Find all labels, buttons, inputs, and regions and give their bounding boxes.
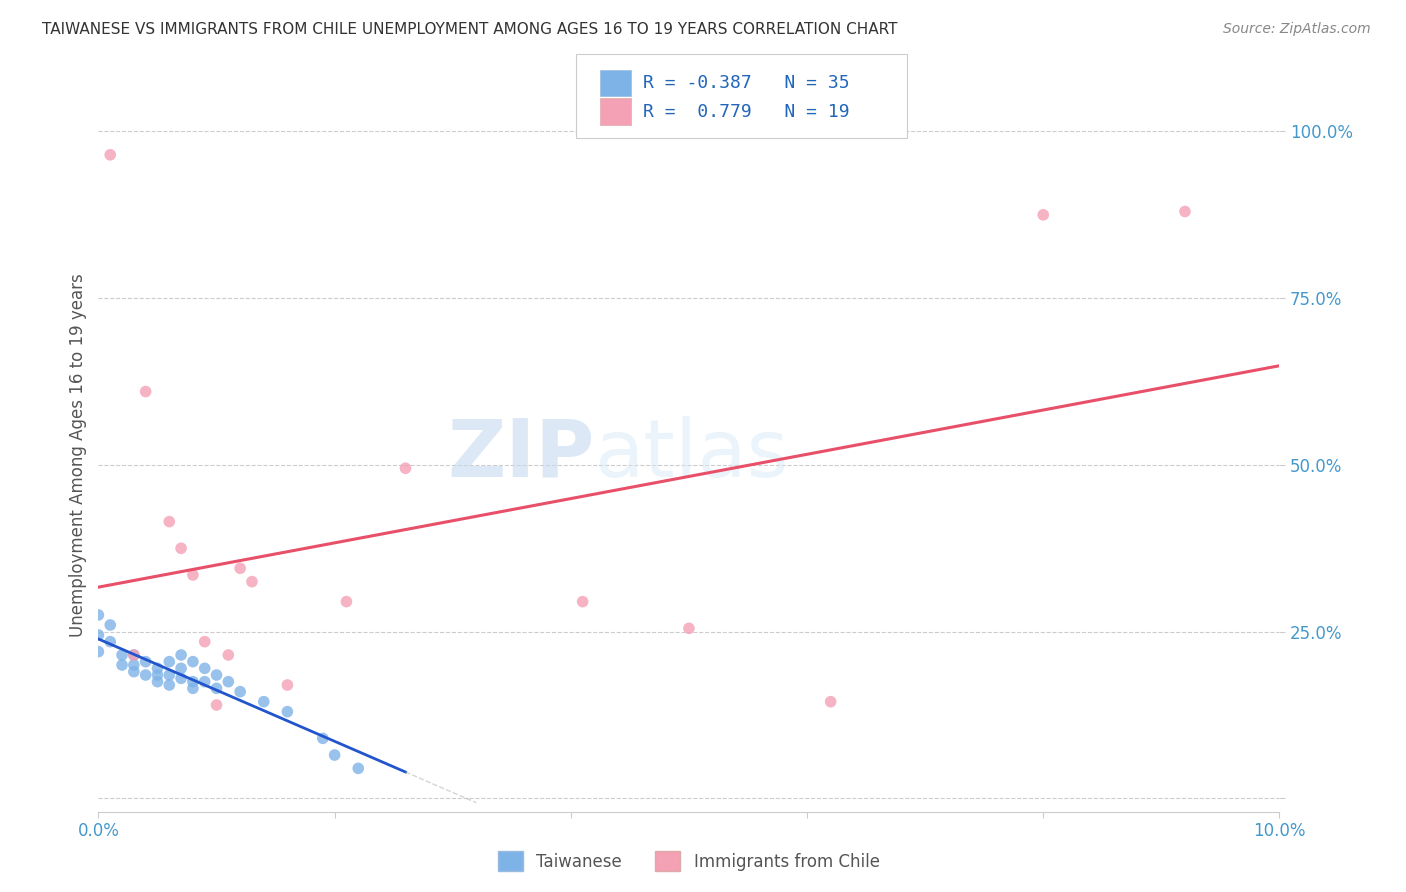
Point [170, 671, 193, 685]
Point [157, 515, 180, 529]
Point [135, 668, 157, 682]
Point [146, 668, 169, 682]
Point [111, 648, 134, 662]
Point [146, 661, 169, 675]
Point [87, 607, 110, 622]
Point [229, 561, 252, 575]
Point [217, 648, 239, 662]
Point [170, 648, 193, 662]
Point [122, 648, 145, 662]
Text: Source: ZipAtlas.com: Source: ZipAtlas.com [1223, 22, 1371, 37]
Point [135, 655, 157, 669]
Point [678, 621, 700, 635]
Point [335, 594, 357, 608]
Point [87, 628, 110, 642]
Point [229, 684, 252, 698]
Point [122, 658, 145, 673]
Point [820, 695, 842, 709]
Point [157, 655, 180, 669]
Point [217, 674, 239, 689]
Point [194, 634, 217, 648]
Point [240, 574, 263, 589]
Text: R = -0.387   N = 35: R = -0.387 N = 35 [643, 74, 849, 92]
Point [1174, 204, 1197, 219]
Point [205, 668, 228, 682]
Point [157, 668, 180, 682]
Text: R =  0.779   N = 19: R = 0.779 N = 19 [643, 103, 849, 120]
Text: atlas: atlas [595, 416, 789, 494]
Point [571, 594, 593, 608]
Point [98, 618, 121, 632]
Point [194, 661, 217, 675]
Point [87, 645, 110, 659]
Point [276, 678, 298, 692]
Point [181, 674, 204, 689]
Point [111, 658, 134, 673]
Point [205, 698, 228, 712]
Point [146, 674, 169, 689]
Point [394, 461, 416, 475]
Legend: Taiwanese, Immigrants from Chile: Taiwanese, Immigrants from Chile [498, 851, 880, 871]
Point [194, 674, 217, 689]
Point [323, 747, 346, 762]
Point [170, 541, 193, 556]
Point [98, 634, 121, 648]
Point [98, 148, 121, 162]
Point [122, 648, 145, 662]
Point [253, 695, 276, 709]
Y-axis label: Unemployment Among Ages 16 to 19 years: Unemployment Among Ages 16 to 19 years [69, 273, 87, 637]
Point [135, 384, 157, 399]
Point [181, 655, 204, 669]
Text: TAIWANESE VS IMMIGRANTS FROM CHILE UNEMPLOYMENT AMONG AGES 16 TO 19 YEARS CORREL: TAIWANESE VS IMMIGRANTS FROM CHILE UNEMP… [42, 22, 897, 37]
Point [181, 568, 204, 582]
Text: ZIP: ZIP [447, 416, 595, 494]
Point [347, 761, 370, 775]
Point [181, 681, 204, 696]
Point [276, 705, 298, 719]
Point [312, 731, 335, 746]
Point [157, 678, 180, 692]
Point [1032, 208, 1054, 222]
Point [205, 681, 228, 696]
Point [122, 665, 145, 679]
Point [170, 661, 193, 675]
